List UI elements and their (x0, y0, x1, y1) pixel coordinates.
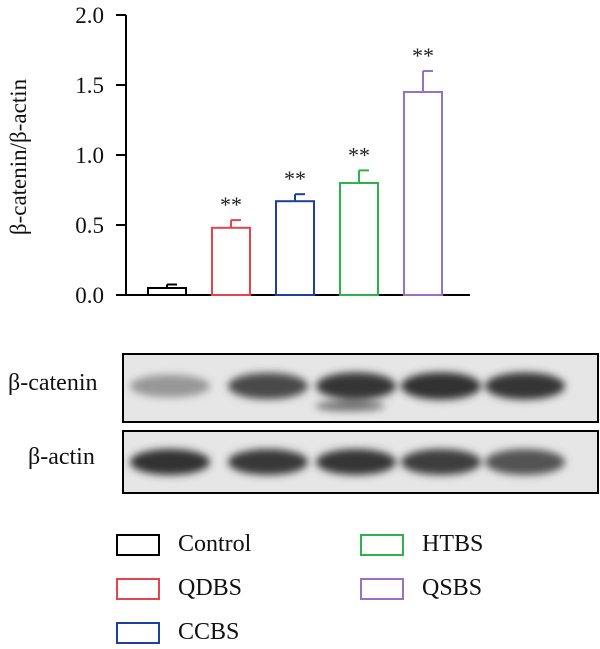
significance-mark: ** (220, 192, 242, 217)
blot-band (130, 449, 210, 475)
blot-band (228, 449, 308, 475)
blot-band (485, 449, 565, 475)
blot-band (228, 372, 308, 400)
legend-item-htbs: HTBS (360, 531, 483, 558)
western-blot (122, 353, 599, 494)
y-tick-label: 1.5 (75, 73, 104, 98)
legend-swatch-ccbs (116, 621, 160, 644)
blot-band (316, 449, 396, 475)
significance-mark: ** (348, 142, 370, 167)
bar-qsbs (403, 91, 443, 296)
blot-panel-beta-catenin (122, 353, 599, 423)
significance-mark: ** (284, 166, 306, 191)
legend-item-ccbs: CCBS (116, 619, 239, 646)
bar-control (147, 287, 187, 296)
legend-label-ccbs: CCBS (178, 619, 240, 645)
blot-label-beta-catenin: β-catenin (8, 370, 98, 396)
blot-band (401, 372, 481, 400)
legend-item-qdbs: QDBS (116, 575, 242, 602)
blot-band (485, 372, 565, 400)
bar-qdbs (211, 226, 251, 296)
legend-item-control: Control (116, 531, 251, 558)
legend-swatch-control (116, 533, 160, 556)
y-tick-label: 0.5 (75, 213, 104, 238)
legend-swatch-htbs (360, 533, 404, 556)
bar-ccbs (275, 200, 315, 296)
significance-mark: ** (412, 43, 434, 68)
y-tick-label: 1.0 (75, 143, 104, 168)
blot-label-beta-actin: β-actin (28, 444, 95, 470)
y-axis-label: β-catenin/β-actin (6, 78, 31, 235)
bar-htbs (339, 182, 379, 296)
blot-band-secondary (315, 401, 385, 411)
legend-label-control: Control (178, 531, 252, 557)
legend-label-qsbs: QSBS (422, 575, 483, 601)
legend-item-qsbs: QSBS (360, 575, 482, 602)
legend-swatch-qsbs (360, 577, 404, 600)
legend-swatch-qdbs (116, 577, 160, 600)
bar-chart: 0.0 0.5 1.0 1.5 2.0 β-catenin/β-actin ** ** ** ** (6, 3, 470, 308)
legend-label-htbs: HTBS (422, 531, 484, 557)
y-tick-label: 2.0 (75, 3, 104, 28)
blot-panel-beta-actin (122, 430, 599, 494)
legend-label-qdbs: QDBS (178, 575, 243, 601)
blot-band (316, 372, 396, 400)
blot-band (130, 374, 210, 398)
y-tick-label: 0.0 (75, 283, 104, 308)
blot-band (401, 449, 481, 475)
